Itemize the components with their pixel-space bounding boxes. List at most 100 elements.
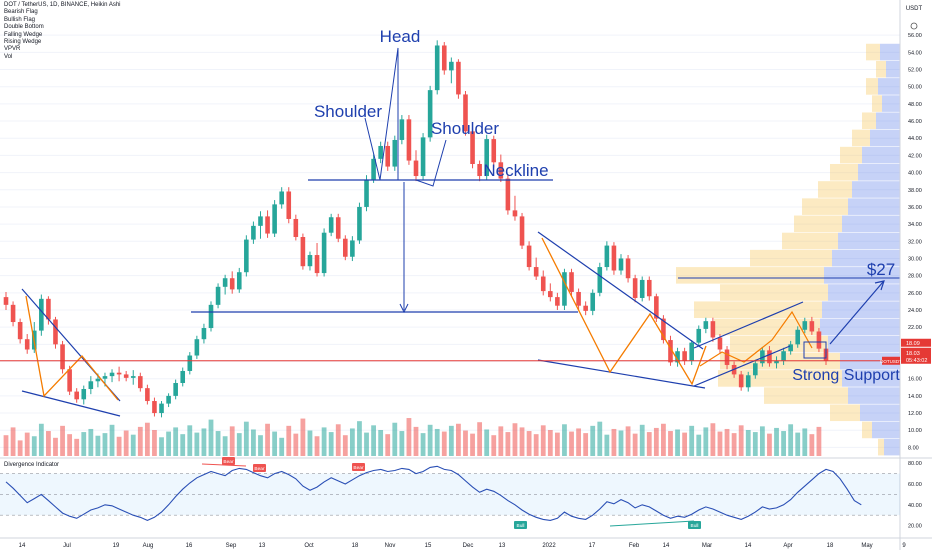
candle-body — [130, 376, 136, 378]
time-tick-label: Dec — [463, 543, 474, 549]
vp-bar-up — [878, 78, 900, 95]
indicator-item[interactable]: Double Bottom — [4, 24, 44, 31]
candle — [477, 160, 482, 182]
vp-bar-up — [862, 146, 900, 164]
volume-bar — [809, 434, 815, 456]
candles — [3, 40, 829, 418]
candle-body — [682, 351, 687, 361]
flag-zigzag — [25, 295, 119, 401]
vp-bar-down — [794, 215, 842, 233]
candle-body — [533, 267, 539, 277]
candle — [53, 316, 58, 349]
candle-body — [498, 162, 504, 179]
candle-body — [265, 216, 270, 234]
time-tick-label: Feb — [629, 543, 640, 549]
currency-label: USDT — [906, 6, 923, 12]
candle — [625, 255, 631, 283]
divergence-tick-label: 40.00 — [908, 503, 922, 509]
candle — [357, 202, 362, 244]
candle — [145, 384, 150, 405]
candle — [526, 241, 532, 271]
price-tick-label: 38.00 — [908, 188, 922, 194]
candle-body — [251, 225, 256, 240]
candle — [17, 318, 23, 344]
candle-body — [229, 278, 235, 290]
indicator-item[interactable]: Rising Wedge — [4, 39, 42, 46]
bear-marker-label: Bear — [223, 459, 234, 465]
price-tag-value: 18.09 — [906, 341, 920, 347]
candle-body — [208, 304, 214, 329]
bull-marker — [688, 521, 701, 529]
candle-body — [399, 119, 405, 140]
candle — [371, 154, 376, 183]
volume-bar — [102, 433, 108, 456]
candle-body — [335, 217, 341, 239]
volume-bar — [31, 436, 37, 456]
vp-bar-down — [878, 438, 884, 456]
candle-body — [788, 344, 793, 352]
candle — [738, 370, 744, 391]
candle — [173, 379, 178, 400]
candle-body — [279, 191, 284, 205]
candle — [795, 326, 801, 348]
volume-bar — [201, 428, 207, 456]
indicator-item[interactable]: Bullish Flag — [4, 16, 36, 23]
time-tick-label: 18 — [352, 543, 359, 549]
candle — [463, 91, 468, 136]
candle-body — [364, 179, 369, 207]
volume-bar — [194, 432, 200, 456]
vp-bar-up — [852, 181, 900, 198]
candle-body — [809, 321, 815, 332]
indicator-item[interactable]: Vol — [4, 53, 13, 60]
candle-body — [738, 374, 744, 388]
candle-body — [703, 321, 709, 329]
candle — [286, 187, 292, 224]
right-shoulder-label: Shoulder — [431, 119, 499, 138]
time-axis[interactable]: 14 Jul 19 Aug 16 Sep 13 Oct 18 Nov 15 Dec 13 2022 17 Fe… — [0, 537, 932, 549]
vp-bar-down — [818, 181, 852, 198]
candle — [265, 210, 270, 238]
indicator-item[interactable]: VPVR — [4, 46, 21, 53]
falling-wedge-bottom — [537, 359, 706, 389]
candle — [335, 213, 341, 243]
volume-bar — [236, 433, 242, 456]
vp-bar-down — [802, 198, 848, 215]
candle-body — [590, 292, 596, 311]
candle — [788, 340, 793, 355]
volume-bar — [526, 431, 532, 456]
candle — [781, 347, 786, 365]
volume-bar — [675, 429, 680, 456]
candle — [123, 370, 129, 382]
candle-body — [307, 255, 313, 267]
indicator-item[interactable]: Bearish Flag — [4, 9, 38, 16]
candle-body — [88, 381, 94, 390]
volume-bar — [759, 426, 765, 456]
candle-body — [540, 276, 546, 292]
time-tick-label: Nov — [385, 543, 396, 549]
volume-bar — [222, 436, 228, 456]
candle-body — [597, 267, 603, 293]
indicator-item[interactable]: Falling Wedge — [4, 31, 43, 38]
candle — [576, 288, 581, 310]
candle — [406, 115, 412, 165]
candle-body — [625, 258, 631, 279]
vp-bar-up — [848, 198, 900, 215]
volume-bar — [286, 425, 292, 456]
candle — [569, 268, 574, 297]
settings-icon[interactable] — [910, 22, 918, 30]
vp-bar-down — [764, 387, 848, 404]
candle — [724, 346, 730, 370]
vp-bar-down — [750, 249, 832, 267]
bear-marker — [253, 464, 266, 472]
volume-bar — [710, 423, 716, 456]
candle-body — [675, 351, 680, 363]
candle-body — [668, 340, 673, 363]
candle-body — [639, 279, 645, 298]
volume-bar — [378, 430, 384, 456]
candle — [753, 359, 758, 379]
candle — [449, 57, 454, 84]
candle — [427, 85, 433, 142]
volume-bar — [668, 431, 673, 456]
volume-bar — [364, 432, 369, 456]
volume-bar — [456, 423, 461, 456]
